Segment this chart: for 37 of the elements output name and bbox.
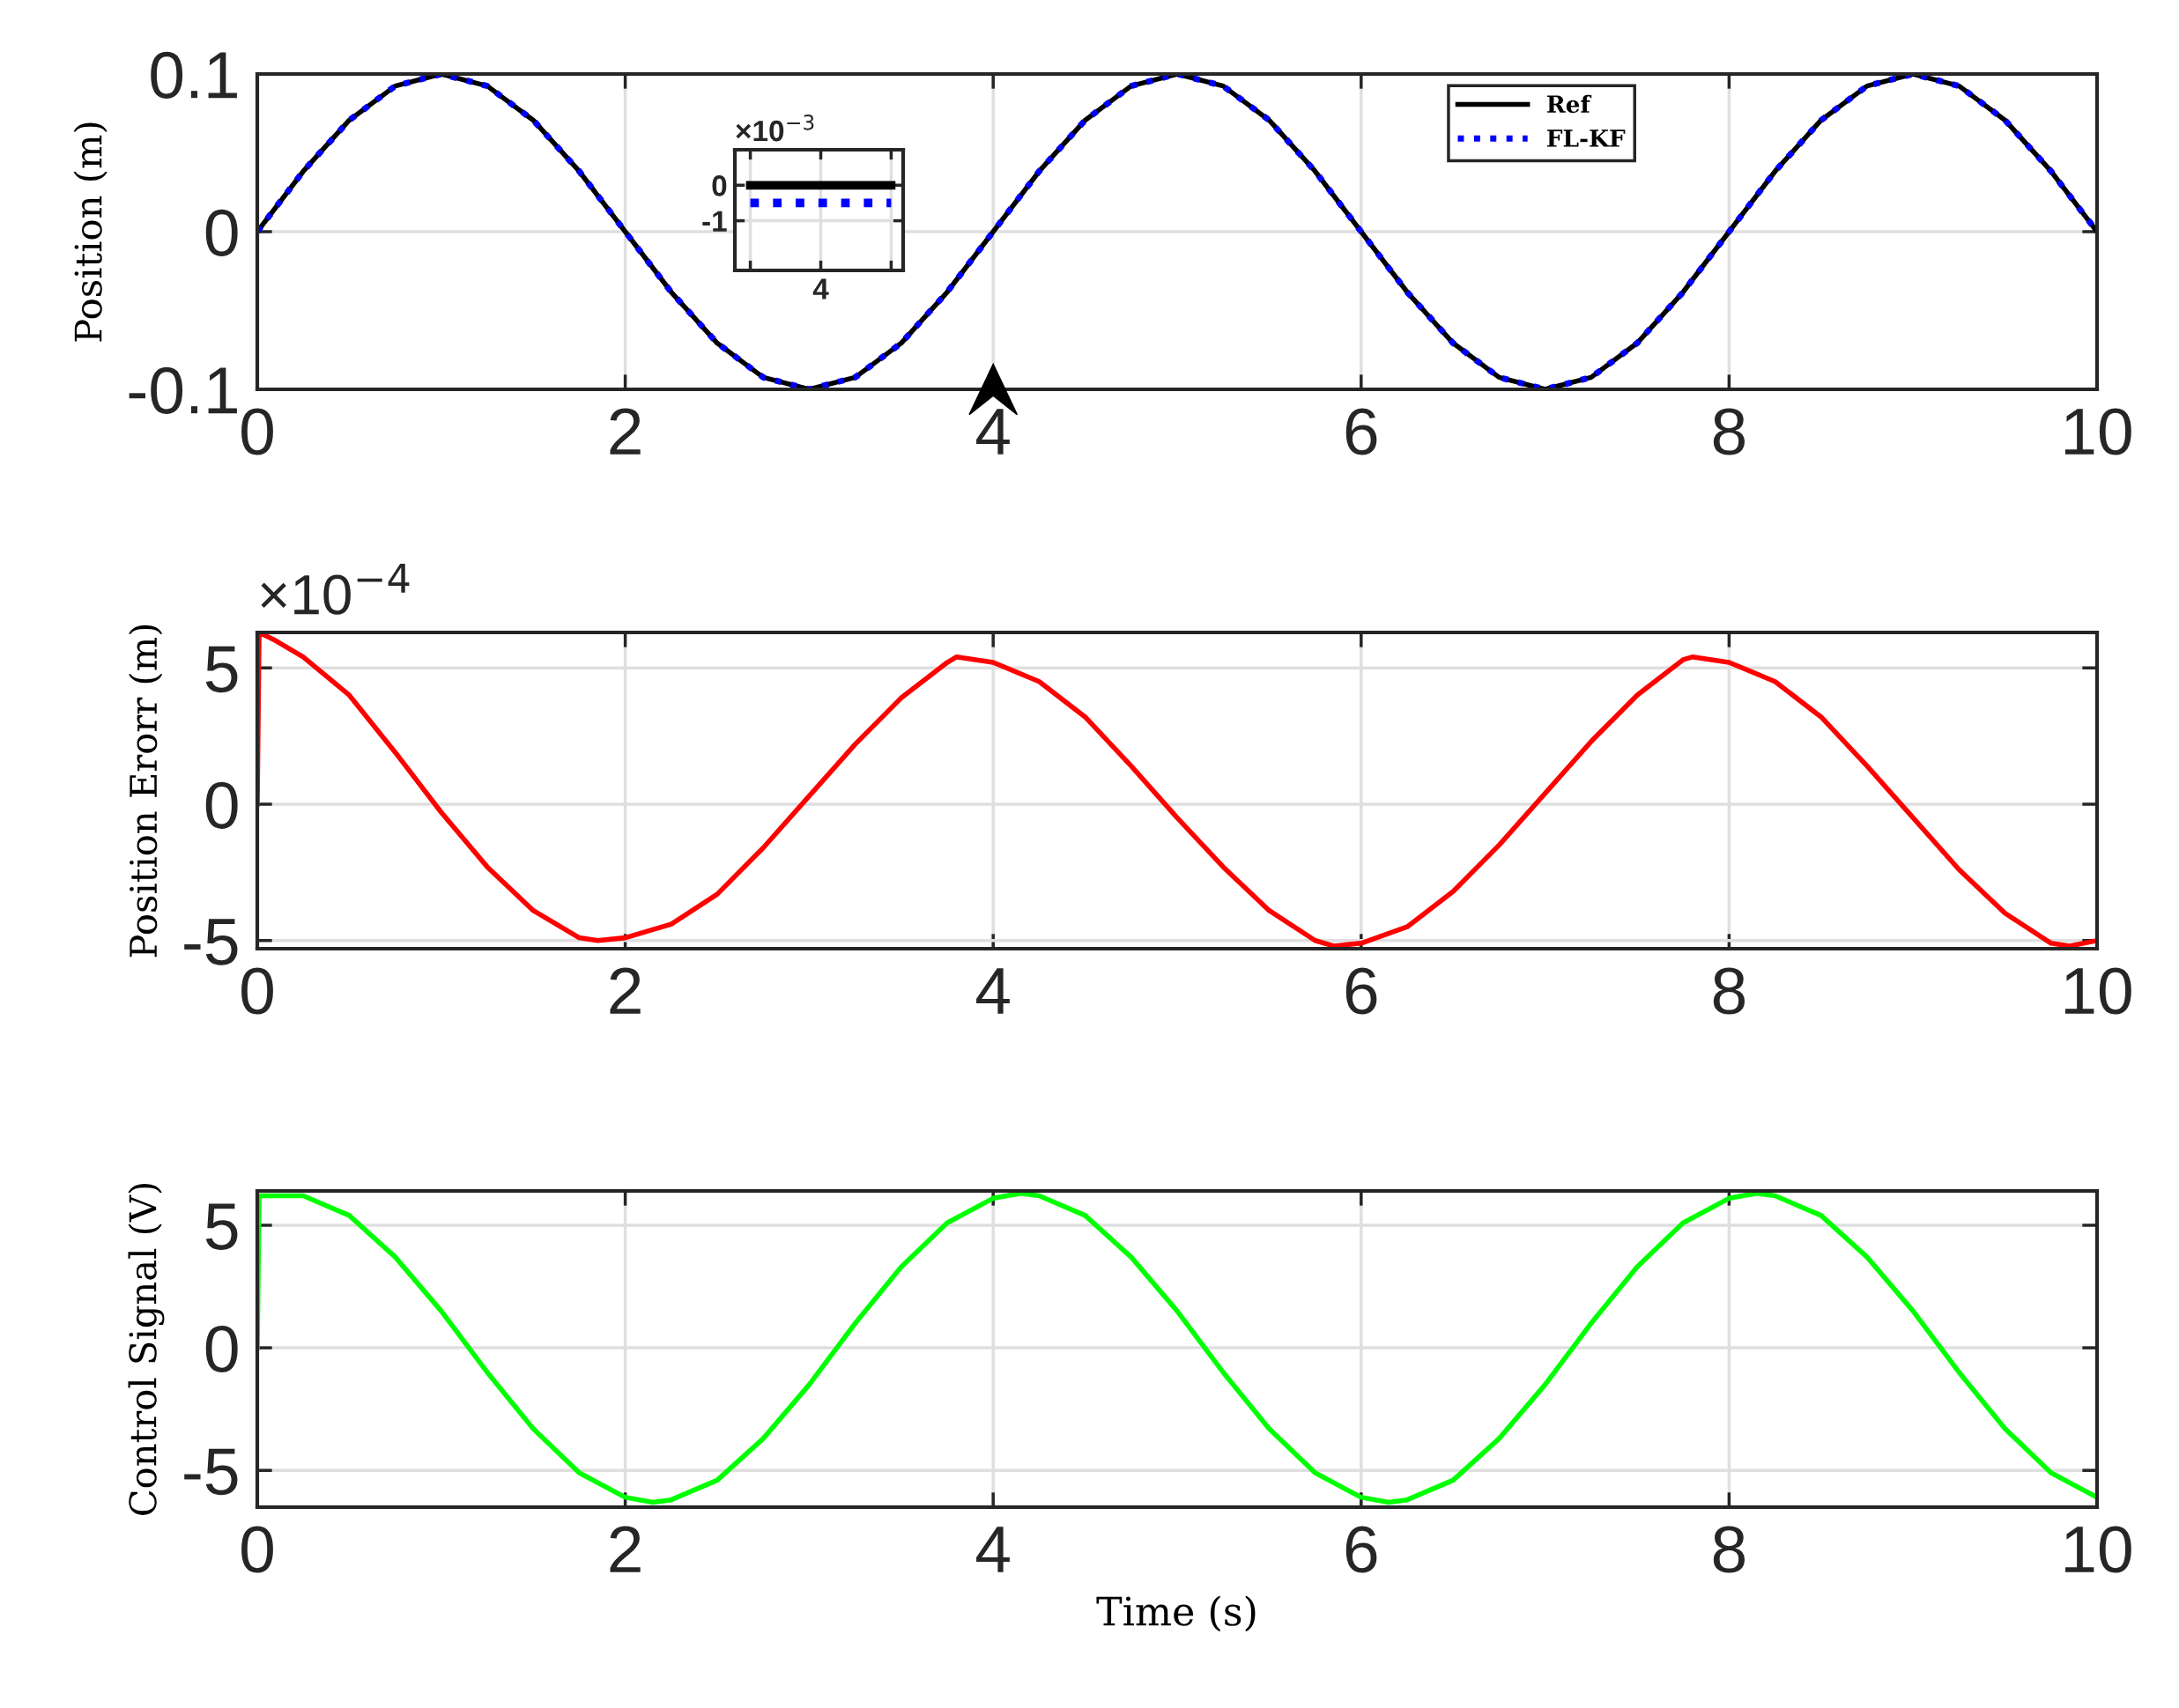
legend-label: Ref xyxy=(1547,94,1592,114)
x-axis-title: Time (s) xyxy=(1096,1595,1256,1632)
x-tick-label: 4 xyxy=(812,278,829,299)
x-tick-label: 2 xyxy=(610,1526,641,1572)
y-axis-title: Control Signal (V) xyxy=(128,1184,165,1515)
x-tick-label: 8 xyxy=(1713,408,1745,455)
y-axis-title: Position (m) xyxy=(73,122,107,342)
y-tick-label: 5 xyxy=(205,1203,238,1250)
y-axis-title: Position Erorr (m) xyxy=(129,625,163,958)
y-tick-label: -5 xyxy=(184,919,238,965)
x-tick-label: 8 xyxy=(1713,1526,1745,1573)
x-tick-label: 2 xyxy=(610,967,641,1014)
x-tick-label: 10 xyxy=(2065,967,2131,1015)
x-tick-label: 4 xyxy=(976,1527,1010,1572)
y-tick-label: -5 xyxy=(184,1448,238,1496)
annotation: ×10$^{−3}$ xyxy=(736,115,814,142)
x-tick-label: 4 xyxy=(976,409,1010,455)
x-tick-label: 10 xyxy=(2065,1526,2131,1573)
x-tick-label: 2 xyxy=(610,408,641,455)
x-tick-label: 10 xyxy=(2065,408,2131,455)
y-tick-label: 0 xyxy=(205,1325,238,1373)
x-tick-label: 0 xyxy=(241,408,273,455)
y-tick-label: 0 xyxy=(205,209,238,256)
y-tick-label: 0 xyxy=(205,781,238,829)
x-tick-label: 6 xyxy=(1345,408,1377,455)
text: ×10$^{−4}$ xyxy=(261,564,410,615)
x-tick-label: 8 xyxy=(1713,967,1745,1015)
y-tick-label: 0.1 xyxy=(151,51,237,99)
legend-label: FL-KF xyxy=(1547,129,1626,147)
x-tick-label: 6 xyxy=(1345,967,1377,1015)
x-tick-label: 6 xyxy=(1345,1526,1377,1573)
y-tick-label: -0.1 xyxy=(129,366,237,414)
x-tick-label: 0 xyxy=(241,967,273,1015)
x-tick-label: 4 xyxy=(976,968,1010,1014)
y-tick-label: -1 xyxy=(702,211,727,232)
x-tick-label: 0 xyxy=(241,1526,273,1573)
y-tick-label: 5 xyxy=(205,646,238,693)
